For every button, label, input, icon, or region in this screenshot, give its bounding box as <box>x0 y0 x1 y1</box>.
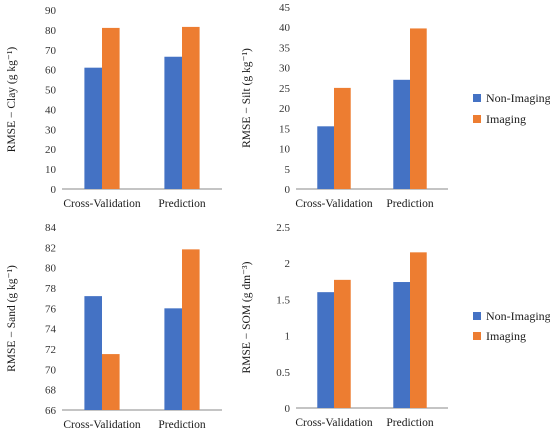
legend-bottom: Non-Imaging Imaging <box>473 309 550 343</box>
y-tick-label: 50 <box>45 85 57 97</box>
bar-som-non-imaging-1 <box>393 282 410 408</box>
y-tick-label: 40 <box>279 22 291 34</box>
y-tick-label: 90 <box>45 5 57 17</box>
legend-label-non-imaging: Non-Imaging <box>486 309 550 323</box>
y-tick-label: 20 <box>45 144 57 156</box>
y-tick-label: 2.5 <box>276 222 290 234</box>
y-tick-label: 80 <box>45 25 57 37</box>
y-tick-label: 40 <box>45 104 57 116</box>
bar-clay-non-imaging-1 <box>164 56 182 189</box>
legend-top: Non-Imaging Imaging <box>473 91 550 126</box>
legend-swatch-non-imaging <box>473 94 481 102</box>
legend-label-imaging: Imaging <box>486 329 526 343</box>
y-tick-label: 70 <box>45 364 57 376</box>
y-tick-label: 2 <box>285 258 291 270</box>
y-tick-label: 5 <box>285 164 291 176</box>
y-tick-label: 78 <box>45 283 57 295</box>
bar-sand-imaging-1 <box>182 249 200 410</box>
y-tick-label: 0.5 <box>276 367 290 379</box>
legend-swatch-non-imaging <box>473 312 481 320</box>
y-tick-label: 1 <box>285 331 291 343</box>
bar-silt-non-imaging-1 <box>393 79 410 189</box>
bar-clay-imaging-1 <box>182 26 200 190</box>
x-category-label: Prediction <box>386 417 434 429</box>
x-category-label: Cross-Validation <box>63 198 141 210</box>
legend-label-imaging: Imaging <box>486 112 526 126</box>
y-tick-label: 20 <box>279 103 291 115</box>
silt-rmse-chart: 0 5 10 15 20 25 30 35 40 45 Cross-Validation Predic… <box>241 2 448 210</box>
bar-clay-non-imaging-0 <box>84 67 102 189</box>
bar-sand-non-imaging-0 <box>84 296 102 410</box>
bar-sand-imaging-0 <box>102 354 120 410</box>
y-tick-label: 72 <box>45 344 56 356</box>
x-category-label: Cross-Validation <box>295 417 373 429</box>
bar-clay-imaging-0 <box>102 27 120 190</box>
y-tick-label: 0 <box>285 403 291 415</box>
y-tick-label: 0 <box>285 184 291 196</box>
y-axis-label: RMSE − Clay (g kg⁻¹) <box>6 47 18 153</box>
y-tick-label: 0 <box>51 184 57 196</box>
y-tick-label: 1.5 <box>276 294 290 306</box>
y-tick-label: 66 <box>45 405 57 417</box>
y-tick-label: 70 <box>45 45 57 57</box>
y-tick-label: 80 <box>45 263 57 275</box>
y-tick-label: 30 <box>279 63 291 75</box>
bar-silt-imaging-0 <box>334 87 351 189</box>
y-axis-label: RMSE − Sand (g kg⁻¹) <box>6 265 18 372</box>
x-category-label: Cross-Validation <box>63 419 141 431</box>
bar-silt-imaging-1 <box>410 28 427 189</box>
y-tick-label: 84 <box>45 222 57 234</box>
y-tick-label: 10 <box>45 164 57 176</box>
y-tick-label: 30 <box>45 124 57 136</box>
y-tick-label: 76 <box>45 303 57 315</box>
y-tick-label: 74 <box>45 324 57 336</box>
y-axis-label: RMSE − Silt (g kg⁻¹) <box>241 48 253 148</box>
bar-sand-non-imaging-1 <box>164 308 182 410</box>
legend-swatch-imaging <box>473 115 481 123</box>
y-tick-label: 35 <box>279 42 291 54</box>
y-tick-label: 45 <box>279 2 291 14</box>
y-tick-label: 10 <box>279 144 291 156</box>
y-tick-label: 25 <box>279 83 291 95</box>
y-axis-label: RMSE − SOM (g dm⁻³) <box>241 261 253 373</box>
bar-som-imaging-1 <box>410 252 427 408</box>
som-rmse-chart: 0 0.5 1 1.5 2 2.5 Cross-Validation Prediction RM… <box>241 222 448 429</box>
clay-rmse-chart: 0 10 20 30 40 50 60 70 80 90 Cross-Validation Predi… <box>6 5 222 210</box>
legend-swatch-imaging <box>473 332 481 340</box>
y-tick-label: 68 <box>45 385 57 397</box>
x-category-label: Prediction <box>158 198 206 210</box>
y-tick-label: 82 <box>45 242 56 254</box>
x-category-label: Prediction <box>158 419 206 431</box>
x-category-label: Cross-Validation <box>295 198 373 210</box>
bar-som-non-imaging-0 <box>317 292 334 408</box>
y-tick-label: 60 <box>45 65 57 77</box>
bar-som-imaging-0 <box>334 279 351 408</box>
sand-rmse-chart: 66 68 70 72 74 76 78 80 82 84 Cross-Validation Pred… <box>6 222 222 431</box>
bar-silt-non-imaging-0 <box>317 126 334 189</box>
legend-label-non-imaging: Non-Imaging <box>486 91 550 105</box>
x-category-label: Prediction <box>386 198 434 210</box>
y-tick-label: 15 <box>279 123 291 135</box>
